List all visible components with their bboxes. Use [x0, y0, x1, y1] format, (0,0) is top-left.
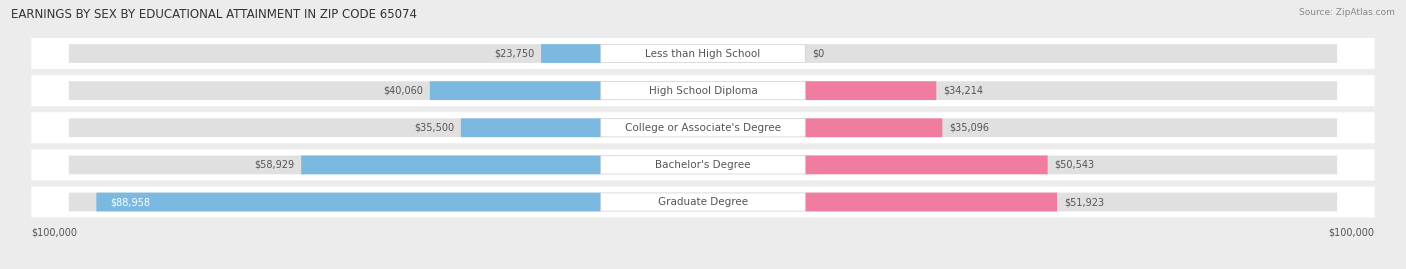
FancyBboxPatch shape [301, 155, 600, 174]
Text: $100,000: $100,000 [1329, 227, 1375, 237]
FancyBboxPatch shape [461, 118, 600, 137]
FancyBboxPatch shape [97, 193, 600, 211]
Text: $50,543: $50,543 [1054, 160, 1095, 170]
Text: $0: $0 [813, 48, 824, 59]
FancyBboxPatch shape [600, 156, 806, 174]
FancyBboxPatch shape [806, 118, 1337, 137]
FancyBboxPatch shape [600, 82, 806, 100]
Text: Source: ZipAtlas.com: Source: ZipAtlas.com [1299, 8, 1395, 17]
FancyBboxPatch shape [806, 193, 1337, 211]
FancyBboxPatch shape [69, 118, 600, 137]
FancyBboxPatch shape [806, 118, 942, 137]
FancyBboxPatch shape [806, 155, 1047, 174]
FancyBboxPatch shape [31, 112, 1375, 143]
Text: Graduate Degree: Graduate Degree [658, 197, 748, 207]
FancyBboxPatch shape [31, 149, 1375, 180]
FancyBboxPatch shape [806, 81, 936, 100]
Text: $35,096: $35,096 [949, 123, 990, 133]
FancyBboxPatch shape [806, 44, 1337, 63]
Text: $100,000: $100,000 [31, 227, 77, 237]
Text: $58,929: $58,929 [254, 160, 294, 170]
FancyBboxPatch shape [430, 81, 600, 100]
FancyBboxPatch shape [806, 193, 1057, 211]
FancyBboxPatch shape [806, 81, 1337, 100]
Text: $23,750: $23,750 [494, 48, 534, 59]
FancyBboxPatch shape [69, 155, 600, 174]
FancyBboxPatch shape [31, 75, 1375, 106]
Text: $35,500: $35,500 [413, 123, 454, 133]
FancyBboxPatch shape [69, 193, 600, 211]
FancyBboxPatch shape [69, 81, 600, 100]
FancyBboxPatch shape [69, 44, 600, 63]
Text: $88,958: $88,958 [110, 197, 150, 207]
Text: $51,923: $51,923 [1064, 197, 1104, 207]
Text: High School Diploma: High School Diploma [648, 86, 758, 96]
FancyBboxPatch shape [31, 38, 1375, 69]
Text: College or Associate's Degree: College or Associate's Degree [626, 123, 780, 133]
FancyBboxPatch shape [600, 44, 806, 63]
FancyBboxPatch shape [600, 193, 806, 211]
Text: EARNINGS BY SEX BY EDUCATIONAL ATTAINMENT IN ZIP CODE 65074: EARNINGS BY SEX BY EDUCATIONAL ATTAINMEN… [11, 8, 418, 21]
Text: $40,060: $40,060 [382, 86, 423, 96]
Text: $34,214: $34,214 [943, 86, 983, 96]
FancyBboxPatch shape [806, 155, 1337, 174]
FancyBboxPatch shape [31, 186, 1375, 218]
FancyBboxPatch shape [600, 119, 806, 137]
Text: Bachelor's Degree: Bachelor's Degree [655, 160, 751, 170]
Text: Less than High School: Less than High School [645, 48, 761, 59]
FancyBboxPatch shape [541, 44, 600, 63]
